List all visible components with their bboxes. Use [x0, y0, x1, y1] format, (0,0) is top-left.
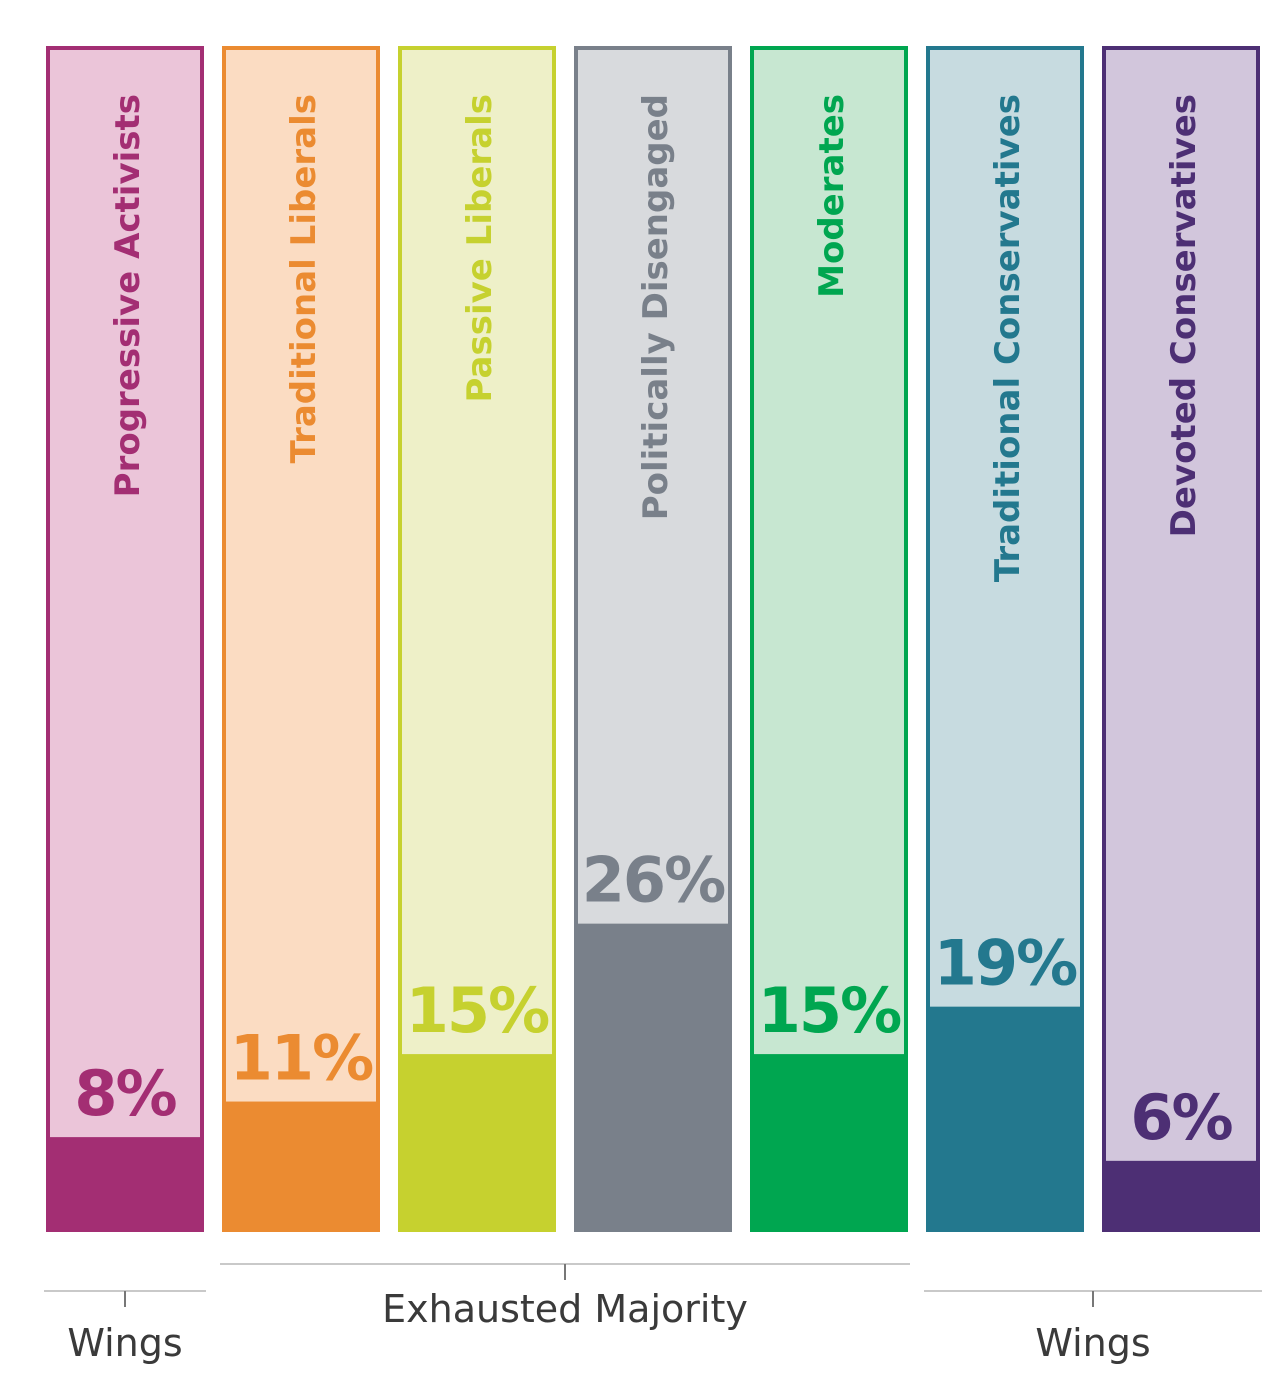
- group-bracket: Exhausted Majority: [220, 1263, 910, 1331]
- category-label: Traditional Liberals: [284, 94, 324, 463]
- value-label: 19%: [934, 927, 1077, 1000]
- value-label: 15%: [758, 974, 901, 1047]
- bar-column: Moderates 15%: [750, 46, 908, 1232]
- bar-column: Progressive Activists 8%: [46, 46, 204, 1232]
- bar: [1102, 1160, 1260, 1232]
- category-label: Devoted Conservatives: [1164, 94, 1204, 537]
- bar-background: [46, 46, 204, 1232]
- category-label: Politically Disengaged: [636, 94, 676, 520]
- category-label: Progressive Activists: [108, 94, 148, 497]
- group-brackets-layer: Wings Exhausted Majority Wings: [44, 1263, 1262, 1365]
- group-label: Exhausted Majority: [382, 1287, 748, 1331]
- bar-column: Traditional Liberals 11%: [222, 46, 380, 1232]
- value-label: 8%: [74, 1057, 176, 1130]
- bars-layer: Progressive Activists 8% Traditional Liber…: [46, 46, 1260, 1232]
- value-label: 15%: [406, 974, 549, 1047]
- bar-column: Devoted Conservatives 6%: [1102, 46, 1260, 1232]
- bar: [222, 1101, 380, 1232]
- bar: [46, 1137, 204, 1232]
- bar-column: Politically Disengaged 26%: [574, 46, 732, 1232]
- bar: [926, 1006, 1084, 1232]
- bar-column: Passive Liberals 15%: [398, 46, 556, 1232]
- bar: [750, 1054, 908, 1232]
- category-label: Moderates: [812, 94, 852, 298]
- bar-background: [398, 46, 556, 1232]
- category-label: Passive Liberals: [460, 94, 500, 402]
- bar-column: Traditional Conservatives 19%: [926, 46, 1084, 1232]
- group-bracket: Wings: [44, 1290, 206, 1365]
- value-label: 6%: [1130, 1081, 1232, 1154]
- bar-background: [222, 46, 380, 1232]
- group-bracket: Wings: [924, 1290, 1262, 1365]
- category-label: Traditional Conservatives: [988, 94, 1028, 582]
- group-label: Wings: [1035, 1321, 1150, 1365]
- bar: [398, 1054, 556, 1232]
- bar: [574, 923, 732, 1232]
- value-label: 11%: [230, 1022, 373, 1095]
- group-label: Wings: [67, 1321, 182, 1365]
- value-label: 26%: [582, 844, 725, 917]
